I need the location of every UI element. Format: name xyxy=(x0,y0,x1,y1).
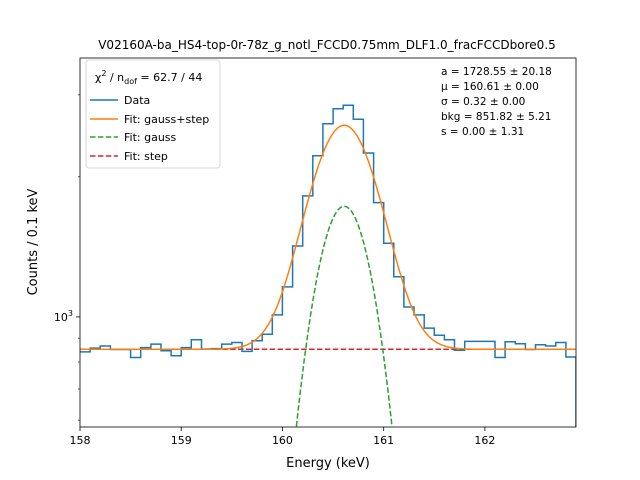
annotation-sigma: σ = 0.32 ± 0.00 xyxy=(441,96,525,108)
legend-gauss-label: Fit: gauss xyxy=(124,131,177,144)
x-tick-label: 162 xyxy=(474,434,495,447)
legend-box xyxy=(85,59,221,169)
annotation-bkg: bkg = 851.82 ± 5.21 xyxy=(441,111,551,123)
fit-parameter-annotations: a = 1728.55 ± 20.18 μ = 160.61 ± 0.00 σ … xyxy=(441,66,552,138)
legend-gauss-step-label: Fit: gauss+step xyxy=(124,113,209,126)
annotation-mu: μ = 160.61 ± 0.00 xyxy=(441,81,539,93)
fit-gauss-line xyxy=(295,205,393,427)
legend-header: χ2 / ndof = 62.7 / 44 xyxy=(95,69,202,86)
chart-title: V02160A-ba_HS4-top-0r-78z_g_notl_FCCD0.7… xyxy=(98,38,556,52)
x-tick-label: 161 xyxy=(373,434,394,447)
fit-total-line xyxy=(80,124,576,351)
x-tick-label: 158 xyxy=(70,434,91,447)
plot-frame xyxy=(79,57,577,428)
axes: 158 159 160 161 162 103 xyxy=(54,94,495,447)
x-tick-label: 159 xyxy=(171,434,192,447)
annotation-a: a = 1728.55 ± 20.18 xyxy=(441,66,552,78)
x-axis-label: Energy (keV) xyxy=(286,456,370,471)
series-layer xyxy=(80,104,576,427)
y-axis-label: Counts / 0.1 keV xyxy=(26,189,41,296)
x-tick-label: 160 xyxy=(272,434,293,447)
legend-data-label: Data xyxy=(124,94,150,107)
legend-step-label: Fit: step xyxy=(124,150,168,163)
annotation-s: s = 0.00 ± 1.31 xyxy=(441,126,524,138)
y-tick-label: 103 xyxy=(54,309,73,324)
legend: χ2 / ndof = 62.7 / 44 Data Fit: gauss+st… xyxy=(85,59,221,169)
data-step-histogram xyxy=(80,104,576,427)
